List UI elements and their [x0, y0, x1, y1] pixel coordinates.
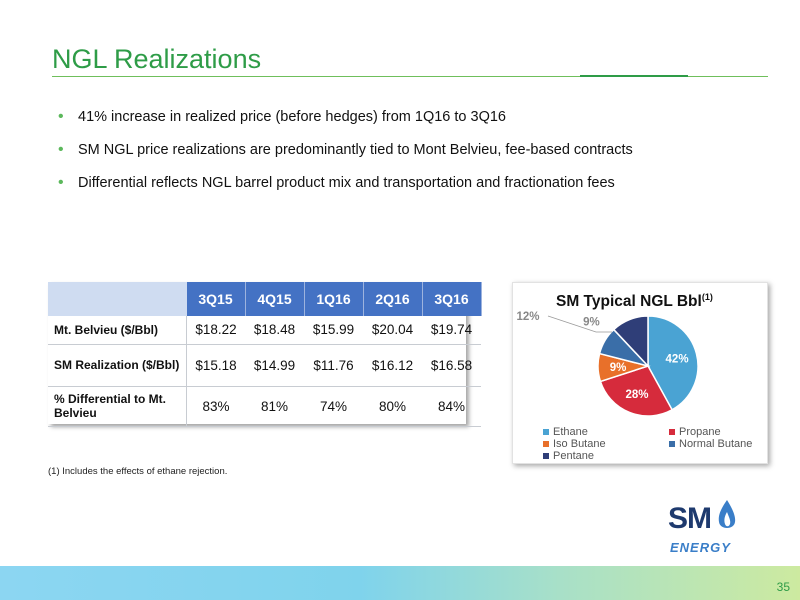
table-header-cell: 1Q16	[304, 282, 364, 316]
legend-label: Iso Butane	[553, 438, 606, 450]
table-cell: $11.76	[304, 344, 363, 387]
table-header-cell: 3Q16	[422, 282, 482, 316]
bullet-item: • Differential reflects NGL barrel produc…	[58, 174, 758, 207]
bullet-item: • 41% increase in realized price (before …	[58, 108, 758, 141]
table-header-row: 3Q15 4Q15 1Q16 2Q16 3Q16	[48, 282, 482, 316]
table-row: SM Realization ($/Bbl) $15.18 $14.99 $11…	[48, 344, 481, 387]
legend-item: Normal Butane	[669, 438, 752, 450]
table-cell: $18.22	[186, 316, 245, 345]
table-cell: $15.99	[304, 316, 363, 345]
table-cell: 84%	[422, 386, 481, 427]
flame-icon	[718, 500, 736, 528]
legend-swatch	[669, 429, 675, 436]
table-cell: 81%	[245, 386, 304, 427]
table-cell: $19.74	[422, 316, 481, 345]
bullet-icon: •	[58, 174, 64, 191]
title-rule	[52, 76, 768, 77]
legend-item: Iso Butane	[543, 438, 606, 450]
title-rule-accent	[580, 75, 688, 77]
table-header-stub	[48, 282, 187, 316]
bullet-item: • SM NGL price realizations are predomina…	[58, 141, 758, 174]
row-label: Mt. Belvieu ($/Bbl)	[48, 316, 187, 345]
table-header-cell: 2Q16	[363, 282, 423, 316]
legend-swatch	[669, 441, 675, 448]
company-logo: SM ENERGY	[664, 500, 744, 558]
page-number: 35	[776, 580, 790, 594]
chart-title-superscript: (1)	[701, 292, 713, 302]
bullet-text: 41% increase in realized price (before h…	[78, 109, 506, 125]
footnote: (1) Includes the effects of ethane rejec…	[48, 466, 228, 477]
row-label: % Differential to Mt. Belvieu	[48, 386, 187, 427]
slide-title: NGL Realizations	[52, 44, 262, 74]
logo-energy: ENERGY	[670, 540, 731, 555]
realization-table: 3Q15 4Q15 1Q16 2Q16 3Q16 Mt. Belvieu ($/…	[48, 282, 482, 427]
table-cell: 80%	[363, 386, 422, 427]
bullet-list: • 41% increase in realized price (before …	[58, 108, 758, 207]
legend-swatch	[543, 453, 549, 460]
table-cell: $20.04	[363, 316, 422, 345]
bullet-icon: •	[58, 141, 64, 158]
row-label: SM Realization ($/Bbl)	[48, 344, 187, 387]
table-cell: $16.12	[363, 344, 422, 387]
legend-swatch	[543, 441, 549, 448]
table-row: Mt. Belvieu ($/Bbl) $18.22 $18.48 $15.99…	[48, 316, 481, 345]
chart-title: SM Typical NGL Bbl(1)	[556, 292, 713, 311]
table-row: % Differential to Mt. Belvieu 83% 81% 74…	[48, 386, 481, 427]
table-header-cell: 3Q15	[186, 282, 246, 316]
table-cell: $18.48	[245, 316, 304, 345]
legend-label: Normal Butane	[679, 438, 753, 450]
table-cell: $16.58	[422, 344, 481, 387]
logo-sm: SM	[668, 502, 712, 535]
chart-title-text: SM Typical NGL Bbl	[556, 293, 702, 311]
table-cell: $15.18	[186, 344, 245, 387]
footer-band	[0, 566, 800, 600]
table-cell: $14.99	[245, 344, 304, 387]
bullet-icon: •	[58, 108, 64, 125]
bullet-text: Differential reflects NGL barrel product…	[78, 175, 615, 191]
legend-item: Pentane	[543, 450, 594, 462]
legend-item: Ethane	[543, 426, 588, 438]
table-cell: 83%	[186, 386, 245, 427]
legend-swatch	[543, 429, 549, 436]
legend-label: Ethane	[553, 426, 588, 438]
bullet-text: SM NGL price realizations are predominan…	[78, 142, 633, 158]
table-cell: 74%	[304, 386, 363, 427]
legend-label: Propane	[679, 426, 721, 438]
table-header-cell: 4Q15	[245, 282, 305, 316]
legend-item: Propane	[669, 426, 721, 438]
legend-label: Pentane	[553, 450, 594, 462]
